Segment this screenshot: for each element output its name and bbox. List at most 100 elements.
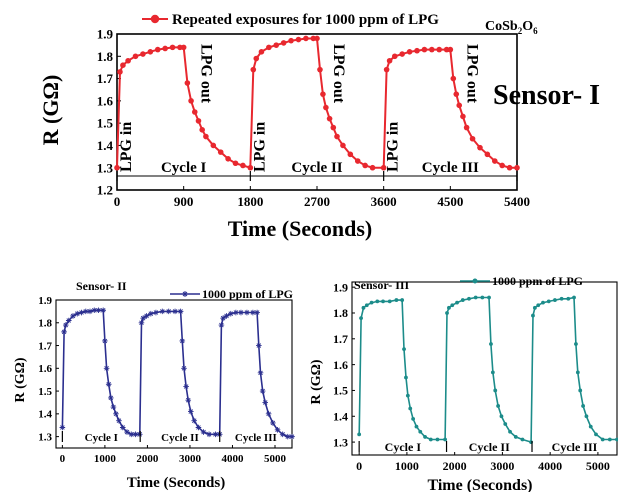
series-line	[116, 37, 517, 170]
data-point	[428, 437, 433, 442]
data-point	[244, 309, 250, 316]
data-point	[179, 338, 186, 344]
compound-label: CoSb2O6	[485, 19, 538, 36]
data-point	[506, 164, 513, 171]
data-point	[414, 424, 419, 429]
data-point	[489, 342, 493, 346]
y-tick-label: 1.8	[333, 306, 348, 320]
data-point	[380, 164, 387, 171]
data-point	[531, 313, 535, 318]
lpg-annotation: LPG out	[197, 44, 214, 104]
data-point	[95, 307, 102, 314]
y-tick-label: 1.9	[38, 295, 52, 307]
data-point	[212, 431, 219, 438]
data-point	[217, 149, 224, 155]
sensor-2-x-axis-label: Time (Seconds)	[127, 475, 225, 491]
cycle-label: Cycle I	[161, 160, 207, 176]
data-point	[289, 433, 295, 440]
data-point	[347, 151, 354, 158]
data-point	[508, 429, 512, 434]
data-point	[578, 388, 583, 393]
data-point	[541, 300, 545, 305]
data-point	[295, 36, 302, 43]
data-point	[191, 417, 197, 424]
data-point	[61, 329, 67, 335]
data-point	[503, 422, 508, 426]
sensor-3-title: Sensor- III	[354, 278, 410, 292]
data-point	[254, 309, 260, 316]
data-point	[340, 142, 346, 149]
data-point	[460, 298, 465, 302]
cycle-label: Cycle III	[422, 160, 479, 176]
data-point	[128, 431, 135, 438]
data-point	[191, 109, 198, 115]
data-point	[200, 429, 207, 435]
x-tick-label: 5000	[264, 453, 287, 465]
data-point	[270, 420, 276, 426]
y-tick-label: 1.8	[97, 49, 114, 64]
data-point	[477, 144, 483, 151]
data-point	[491, 158, 498, 164]
data-point	[381, 299, 385, 304]
data-point	[320, 91, 326, 97]
data-point	[359, 316, 363, 321]
x-tick-label: 4000	[538, 459, 562, 473]
data-point	[405, 393, 410, 398]
data-point	[513, 435, 518, 439]
y-tick-label: 1.3	[38, 431, 52, 443]
data-point	[132, 53, 139, 60]
data-point	[303, 35, 309, 42]
data-point	[435, 437, 440, 442]
lpg-annotation: LPG in	[251, 122, 268, 172]
sensor-2-title: Sensor- II	[76, 279, 127, 293]
data-point	[74, 310, 81, 317]
data-point	[210, 142, 217, 149]
data-point	[172, 308, 178, 315]
x-tick-label: 0	[356, 459, 362, 473]
data-point	[594, 432, 598, 437]
data-point	[323, 104, 329, 111]
y-tick-label: 1.7	[97, 71, 114, 86]
data-point	[469, 135, 476, 142]
data-point	[148, 310, 154, 317]
data-point	[334, 133, 340, 140]
data-point	[218, 322, 225, 328]
data-point	[456, 102, 463, 109]
sensor-2-chart: Sensor- II 1000 ppm of LPG R (GΩ) Time (…	[13, 279, 295, 491]
data-point	[354, 158, 361, 164]
data-point	[460, 113, 466, 120]
data-point	[394, 298, 399, 302]
lpg-annotation: LPG in	[118, 122, 135, 172]
data-point	[147, 49, 154, 55]
y-tick-label: 1.7	[333, 332, 348, 346]
data-point	[450, 75, 457, 82]
data-point	[238, 309, 244, 316]
data-point	[467, 296, 471, 301]
data-point	[288, 37, 294, 44]
data-point	[473, 295, 478, 300]
data-point	[91, 307, 98, 314]
sensor-2-y-axis-label: R (GΩ)	[13, 357, 28, 402]
data-point	[114, 164, 120, 171]
data-point	[105, 381, 112, 388]
y-tick-label: 1.4	[333, 409, 348, 423]
data-point	[117, 69, 123, 75]
data-point	[493, 388, 498, 393]
data-point	[574, 342, 578, 346]
data-point	[400, 298, 405, 302]
data-point	[262, 399, 269, 406]
data-point	[87, 308, 93, 315]
data-point	[330, 124, 337, 131]
y-tick-label: 1.3	[97, 160, 114, 175]
data-point	[445, 311, 449, 315]
data-point	[140, 51, 146, 57]
x-tick-label: 5400	[504, 194, 530, 209]
data-point	[404, 375, 408, 380]
data-point	[153, 309, 159, 316]
data-point	[232, 160, 239, 167]
data-point	[266, 44, 272, 51]
data-point	[138, 319, 145, 326]
data-point	[391, 53, 398, 60]
data-point	[59, 424, 66, 431]
